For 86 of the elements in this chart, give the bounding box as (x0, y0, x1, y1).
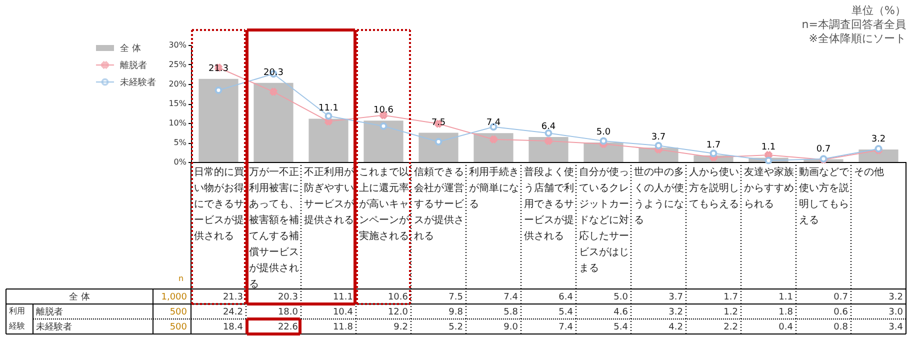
data-label: 9.8 (448, 308, 464, 318)
legend-label: 全 体 (120, 43, 141, 54)
x-tick-label: 普段よく使う店舗で利用できるサービスが提供される (524, 166, 574, 242)
text: 0.7 (816, 144, 831, 154)
data-label: 7.5 (448, 292, 463, 302)
data-label: 9.2 (394, 322, 408, 332)
data-label: 1.1 (778, 292, 793, 302)
data-label: 6.4 (558, 292, 574, 302)
text: 未経験者 (36, 322, 72, 332)
legend-label: 離脱者 (120, 60, 147, 71)
data-label: 5.4 (558, 308, 574, 318)
text: 離脱者 (36, 308, 63, 318)
text: 11.1 (318, 104, 339, 114)
text: 5.0 (596, 128, 611, 138)
x-tick-label: 世の中の多くの人が使うようになる (634, 166, 684, 226)
data-label: 4.6 (614, 308, 628, 318)
text: 6.4 (541, 122, 556, 132)
x-tick-label: これまで以上に還元率が高いキャンペーンが実施される (359, 166, 410, 242)
text: 1,000 (161, 292, 188, 302)
data-label: 10.4 (332, 308, 354, 318)
text: 500 (170, 322, 188, 332)
data-label: 3.2 (668, 308, 683, 318)
x-tick-label: 友達や家族からすすめられる (744, 166, 794, 210)
data-label: 0.4 (778, 322, 794, 332)
x-tick-label: 動画などで使い方を説明してもらえる (799, 167, 850, 226)
data-label: 18.0 (278, 308, 298, 318)
text: 1.1 (761, 142, 776, 153)
data-label: 18.4 (222, 322, 244, 332)
data-label: 3.4 (888, 322, 904, 332)
x-tick-label: 日常的に買い物がお得にできるサービスが提供される (194, 166, 244, 242)
data-label: 11.1 (332, 292, 353, 302)
x-tick-label: その他 (854, 166, 884, 178)
x-tick-label: 信頼できる会社が運営するサービスが提供される (414, 166, 465, 242)
text: ※全体降順にソート (808, 32, 906, 45)
data-label: 0.7 (834, 292, 848, 302)
text: n (178, 274, 184, 283)
data-label: 20.3 (278, 292, 298, 302)
data-label: 24.2 (222, 308, 243, 318)
text: 1.7 (706, 140, 721, 150)
x-tick-label: 人から使い方を説明してもらえる (689, 167, 739, 210)
y-tick-label: 20% (168, 80, 187, 88)
data-label: 5.8 (504, 308, 518, 318)
x-tick-label: 万が一不正利用被害にあっても、被害額を補てんする補償サービスが提供される (249, 167, 299, 290)
y-tick-label: 5% (174, 138, 187, 147)
text: 7.5 (431, 118, 446, 128)
data-label: 7.4 (504, 292, 518, 302)
text: 3.2 (871, 134, 886, 145)
data-label: 21.3 (222, 292, 243, 302)
x-tick-label: 自分が使っているクレジットカードなどに対応したサービスがはじまる (579, 166, 629, 274)
y-tick-label: 30% (168, 40, 187, 50)
text: 利用経験 (8, 306, 25, 330)
data-label: 3.2 (888, 292, 903, 302)
text: 3.7 (651, 132, 666, 143)
data-label: 9.0 (504, 322, 518, 332)
data-label: 7.4 (558, 322, 574, 332)
data-label: 1.8 (778, 308, 794, 318)
x-tick-label: 利用手続きが簡単になる (469, 166, 519, 210)
data-label: 0.6 (834, 308, 848, 318)
legend-label: 未経験者 (120, 77, 156, 88)
data-label: 5.4 (614, 322, 628, 332)
text: 7.4 (486, 118, 501, 128)
data-label: 10.6 (388, 292, 408, 302)
data-label: 5.2 (448, 322, 463, 332)
data-label: 22.6 (278, 322, 298, 332)
data-label: 3.7 (668, 292, 683, 302)
data-label: 1.7 (724, 292, 738, 302)
text: n=本調査回答者全員 (802, 18, 906, 31)
data-label: 2.2 (724, 322, 738, 332)
text: 全 体 (69, 292, 90, 302)
text: 21.3 (208, 64, 229, 74)
data-label: 4.2 (668, 322, 683, 332)
data-label: 0.8 (834, 322, 848, 332)
data-label: 5.0 (614, 292, 628, 302)
data-label: 1.2 (724, 308, 738, 318)
text: 10.6 (373, 106, 394, 116)
data-label: 11.8 (332, 322, 354, 332)
text: 単位（%） (852, 4, 906, 17)
text: 500 (170, 308, 188, 318)
y-tick-label: 25% (168, 60, 187, 69)
x-tick-label: 不正利用が防ぎやすいサービスが提供される (304, 166, 355, 226)
data-label: 12.0 (388, 308, 408, 318)
text: 20.3 (263, 68, 284, 78)
y-tick-label: 15% (168, 99, 187, 108)
y-tick-label: 10% (168, 118, 187, 128)
y-tick-label: 0% (174, 158, 187, 166)
data-label: 3.0 (888, 308, 904, 318)
